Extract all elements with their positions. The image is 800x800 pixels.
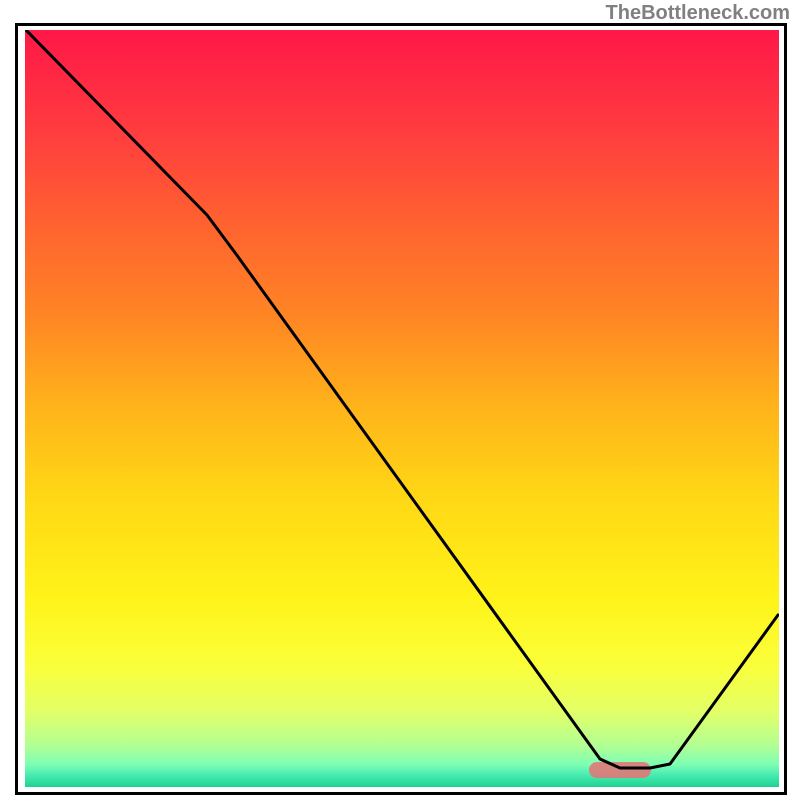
bottleneck-chart (0, 0, 800, 800)
optimal-marker (589, 762, 651, 778)
chart-svg (0, 0, 800, 800)
watermark-text: TheBottleneck.com (606, 2, 790, 25)
